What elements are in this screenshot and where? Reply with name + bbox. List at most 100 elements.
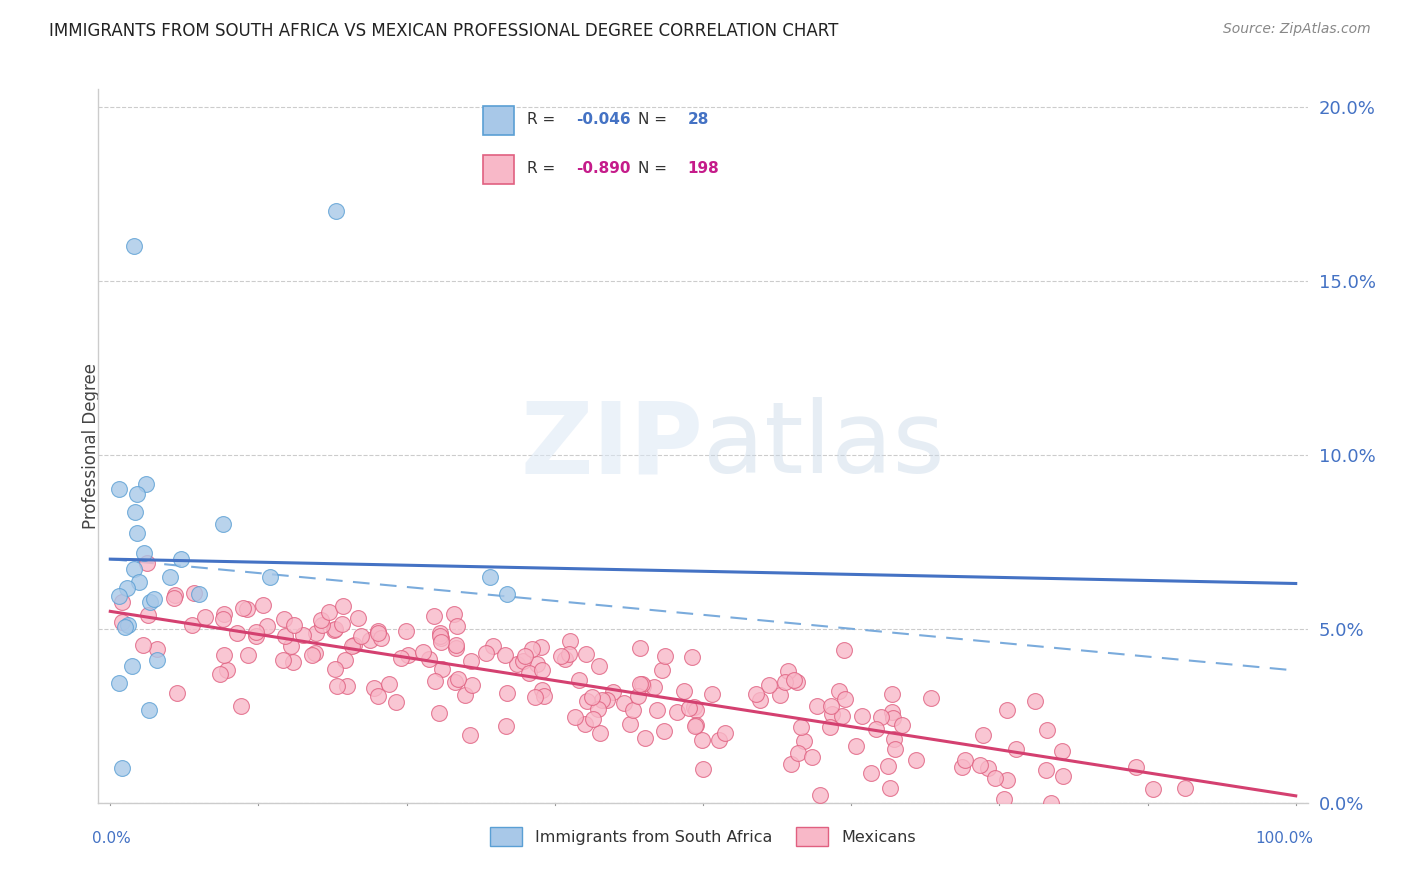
Point [138, 703, 160, 717]
Point [495, 719, 517, 733]
Point [194, 609, 217, 624]
Point [984, 771, 1007, 785]
Point [325, 679, 347, 693]
Point [447, 672, 470, 686]
Point [427, 706, 450, 721]
Bar [484, 106, 515, 135]
Point [890, 718, 912, 732]
Point [613, 696, 636, 710]
Point [111, 595, 134, 609]
Point [336, 679, 359, 693]
Point [801, 749, 824, 764]
Point [429, 635, 451, 649]
Text: IMMIGRANTS FROM SOUTH AFRICA VS MEXICAN PROFESSIONAL DEGREE CORRELATION CHART: IMMIGRANTS FROM SOUTH AFRICA VS MEXICAN … [49, 22, 838, 40]
Point [1035, 764, 1057, 778]
Point [454, 689, 477, 703]
Point [108, 482, 131, 496]
Point [311, 613, 333, 627]
Text: 100.0%: 100.0% [1256, 831, 1313, 847]
Point [673, 684, 696, 698]
Point [159, 569, 181, 583]
Point [845, 739, 868, 753]
Point [212, 607, 235, 622]
Point [460, 678, 482, 692]
Point [236, 602, 259, 616]
Point [301, 648, 323, 662]
Point [212, 517, 235, 532]
Point [523, 690, 546, 705]
Point [460, 654, 482, 668]
Point [389, 651, 412, 665]
Point [166, 686, 188, 700]
Point [304, 647, 326, 661]
Point [884, 742, 907, 756]
Point [429, 629, 451, 643]
Point [879, 780, 901, 795]
Point [683, 700, 706, 714]
Point [904, 753, 927, 767]
Text: 28: 28 [688, 112, 709, 127]
Point [124, 505, 146, 519]
Text: -0.890: -0.890 [576, 161, 631, 176]
Point [586, 702, 609, 716]
Point [678, 701, 700, 715]
Point [505, 657, 527, 671]
Point [305, 626, 328, 640]
Point [136, 607, 159, 622]
Point [446, 619, 468, 633]
Point [1005, 742, 1028, 756]
Text: 198: 198 [688, 161, 720, 176]
Point [832, 642, 855, 657]
Point [283, 618, 305, 632]
Point [122, 239, 145, 253]
Point [322, 624, 344, 638]
Point [245, 625, 267, 640]
Point [681, 650, 703, 665]
Point [758, 678, 780, 692]
Point [1036, 723, 1059, 738]
Point [385, 695, 408, 709]
Point [882, 711, 904, 725]
Legend: Immigrants from South Africa, Mexicans: Immigrants from South Africa, Mexicans [484, 821, 922, 852]
Point [347, 611, 370, 625]
Text: 0.0%: 0.0% [93, 831, 131, 847]
Point [786, 746, 808, 760]
Text: atlas: atlas [703, 398, 945, 494]
Point [232, 601, 254, 615]
Point [512, 655, 534, 669]
Point [111, 761, 134, 775]
Point [778, 664, 800, 678]
Point [274, 629, 297, 643]
Point [114, 619, 136, 633]
Point [522, 642, 544, 657]
Point [395, 624, 418, 639]
Point [666, 705, 689, 719]
Point [1125, 760, 1147, 774]
Point [146, 653, 169, 667]
Point [748, 693, 770, 707]
Point [977, 761, 1000, 775]
Point [378, 677, 401, 691]
Point [860, 765, 883, 780]
Point [146, 642, 169, 657]
Point [995, 703, 1018, 717]
Point [111, 615, 134, 629]
Point [212, 612, 235, 626]
Point [474, 646, 496, 660]
Point [124, 562, 146, 576]
Point [651, 663, 673, 677]
Point [953, 754, 976, 768]
Point [865, 722, 887, 736]
Point [1142, 782, 1164, 797]
Point [526, 657, 548, 672]
Point [496, 587, 519, 601]
Point [628, 676, 651, 690]
Point [575, 694, 598, 708]
Point [558, 647, 581, 661]
Point [530, 663, 553, 677]
Point [806, 699, 828, 714]
Point [238, 648, 260, 663]
Point [325, 204, 347, 219]
Point [330, 617, 353, 632]
Point [125, 487, 148, 501]
